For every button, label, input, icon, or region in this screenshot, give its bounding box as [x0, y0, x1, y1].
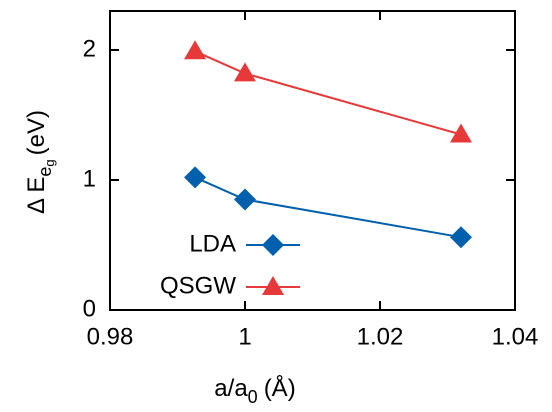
legend-label: QSGW	[160, 272, 236, 299]
x-label-sub: 0	[248, 387, 258, 407]
marker	[234, 188, 256, 211]
x-axis-label: a/a0 (Å)	[214, 374, 295, 406]
x-label-main: a/a	[214, 375, 248, 402]
y-tick-label: 1	[83, 165, 96, 192]
x-tick-label: 0.98	[87, 323, 134, 350]
legend-marker	[262, 234, 284, 256]
y-axis-label: Δ Eeg (eV)	[23, 110, 57, 214]
series-line	[194, 176, 462, 239]
y-tick-label: 0	[83, 295, 96, 322]
x-tick-label: 1.04	[492, 323, 539, 350]
y-label-subsub: g	[42, 159, 57, 166]
series-line	[194, 50, 462, 136]
y-label-unit: (eV)	[23, 110, 50, 155]
x-tick-label: 1.02	[357, 323, 404, 350]
marker	[184, 40, 207, 60]
x-label-unit: (Å)	[264, 374, 296, 402]
plot-frame	[109, 10, 516, 311]
legend-marker	[262, 276, 284, 295]
legend-label: LDA	[189, 230, 236, 257]
marker	[234, 62, 256, 82]
x-tick-label: 1	[238, 323, 251, 350]
y-label-main: Δ E	[23, 177, 50, 214]
marker	[184, 166, 207, 189]
y-tick-label: 2	[83, 35, 96, 62]
y-label-sub: e	[35, 167, 55, 177]
marker	[450, 226, 472, 249]
marker	[450, 123, 472, 143]
